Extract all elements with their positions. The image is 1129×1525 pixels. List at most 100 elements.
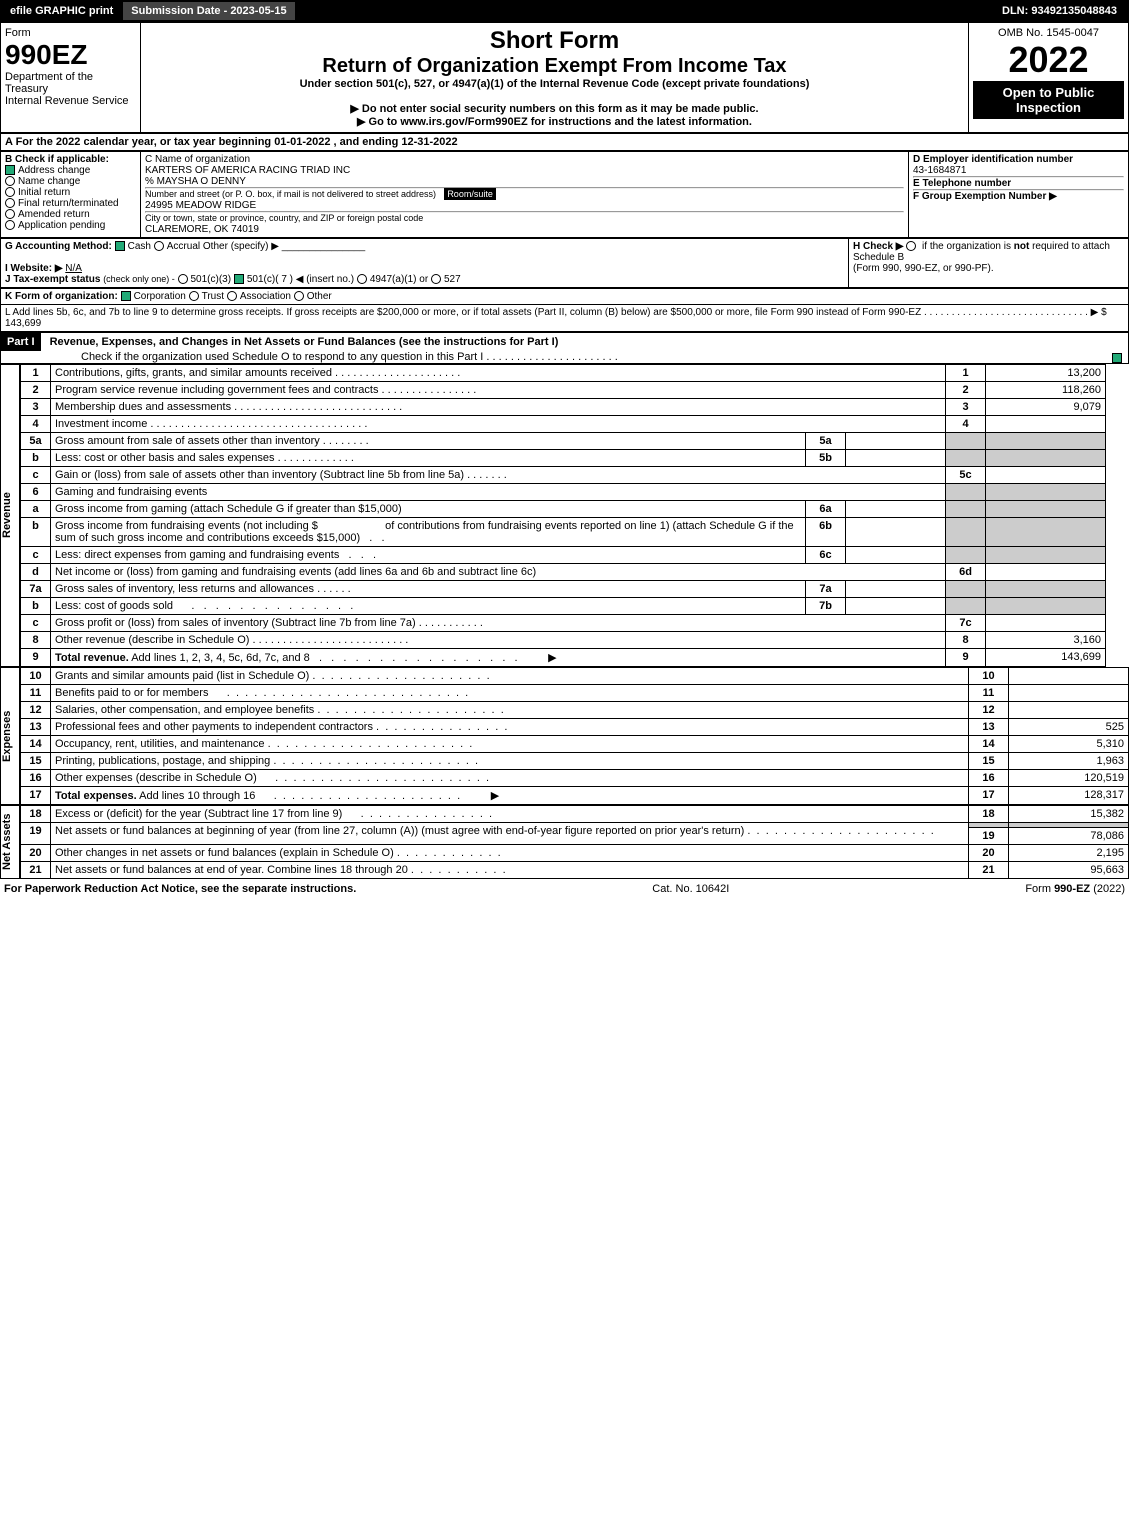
efile-label[interactable]: efile GRAPHIC print [4,3,119,19]
l7a-num: 7a [21,581,51,598]
box-c: C Name of organization KARTERS OF AMERIC… [141,152,909,238]
l13-amt: 525 [1009,719,1129,736]
form-id-cell: Form 990EZ Department of the Treasury In… [1,23,141,133]
form-number: 990EZ [5,39,88,70]
l6d-num: d [21,564,51,581]
check-final-return[interactable] [5,198,15,208]
city-label: City or town, state or province, country… [145,213,423,223]
info-grid: B Check if applicable: Address change Na… [0,151,1129,238]
part-i-label: Part I [1,333,41,351]
l8-label: Other revenue (describe in Schedule O) .… [51,632,946,649]
check-assoc[interactable] [227,291,237,301]
year-cell: OMB No. 1545-0047 2022 Open to Public In… [969,23,1129,133]
warning-2: ▶ Go to www.irs.gov/Form990EZ for instru… [145,115,964,128]
l5a-label: Gross amount from sale of assets other t… [51,433,806,450]
l4-amt [986,416,1106,433]
l5b-midval [846,450,946,467]
l9-num: 9 [21,649,51,667]
label-501c3: 501(c)(3) [191,274,232,285]
footer-form-ref: Form 990-EZ (2022) [1025,883,1125,895]
l12-ln: 12 [969,702,1009,719]
check-amended[interactable] [5,209,15,219]
box-f-label: F Group Exemption Number ▶ [913,191,1057,202]
check-schedule-o[interactable] [1112,353,1122,363]
l18-amt: 15,382 [1009,806,1129,823]
check-name-change[interactable] [5,176,15,186]
l9-label: Total revenue. Add lines 1, 2, 3, 4, 5c,… [51,649,946,667]
check-4947[interactable] [357,274,367,284]
check-sched-b[interactable] [906,241,916,251]
org-name: KARTERS OF AMERICA RACING TRIAD INC [145,165,350,176]
l1-num: 1 [21,365,51,382]
l5c-amt [986,467,1106,484]
l3-label: Membership dues and assessments . . . . … [51,399,946,416]
check-trust[interactable] [189,291,199,301]
l2-num: 2 [21,382,51,399]
label-accrual: Accrual [167,241,200,252]
street-value: 24995 MEADOW RIDGE [145,200,256,211]
l6a-mid: 6a [806,501,846,518]
box-g-label: G Accounting Method: [5,241,112,252]
label-other-method: Other (specify) ▶ [203,241,279,252]
l1-label: Contributions, gifts, grants, and simila… [51,365,946,382]
check-other[interactable] [294,291,304,301]
l18-ln: 18 [969,806,1009,823]
box-def: D Employer identification number 43-1684… [909,152,1129,238]
care-of: % MAYSHA O DENNY [145,176,246,187]
l7a-label: Gross sales of inventory, less returns a… [51,581,806,598]
l6b-num: b [21,518,51,547]
irs-link[interactable]: ▶ Go to www.irs.gov/Form990EZ for instru… [357,116,752,128]
ein-value: 43-1684871 [913,165,966,176]
label-pending: Application pending [18,220,105,231]
check-pending[interactable] [5,220,15,230]
check-accrual[interactable] [154,241,164,251]
check-address-change[interactable] [5,165,15,175]
expenses-side-label: Expenses [0,667,20,805]
check-501c[interactable] [234,274,244,284]
check-cash[interactable] [115,241,125,251]
box-j-label: J Tax-exempt status [5,274,100,285]
l5a-midval [846,433,946,450]
page-footer: For Paperwork Reduction Act Notice, see … [0,879,1129,899]
l17-label: Total expenses. Add lines 10 through 16 … [51,787,969,805]
l1-amt: 13,200 [986,365,1106,382]
l12-num: 12 [21,702,51,719]
revenue-section: Revenue 1Contributions, gifts, grants, a… [0,364,1106,667]
l6a-num: a [21,501,51,518]
label-amended: Amended return [18,209,90,220]
check-corp[interactable] [121,291,131,301]
l20-num: 20 [21,845,51,862]
l16-amt: 120,519 [1009,770,1129,787]
l15-label: Printing, publications, postage, and shi… [51,753,969,770]
l7b-label: Less: cost of goods sold . . . . . . . .… [51,598,806,615]
irs-label: Internal Revenue Service [5,95,129,107]
box-g: G Accounting Method: Cash Accrual Other … [1,239,849,288]
l20-label: Other changes in net assets or fund bala… [51,845,969,862]
l19-label: Net assets or fund balances at beginning… [51,823,969,845]
l2-ln: 2 [946,382,986,399]
subtitle: Under section 501(c), 527, or 4947(a)(1)… [145,78,964,90]
l20-ln: 20 [969,845,1009,862]
box-b-header: B Check if applicable: [5,154,109,165]
l5c-label: Gain or (loss) from sale of assets other… [51,467,946,484]
check-527[interactable] [431,274,441,284]
l7c-amt [986,615,1106,632]
l19-amt: 78,086 [1009,828,1129,845]
l9-amt: 143,699 [986,649,1106,667]
label-initial-return: Initial return [18,187,70,198]
l3-ln: 3 [946,399,986,416]
check-initial-return[interactable] [5,187,15,197]
revenue-side-label: Revenue [0,364,20,667]
netassets-section: Net Assets 18Excess or (deficit) for the… [0,805,1129,879]
l7b-num: b [21,598,51,615]
street-label: Number and street (or P. O. box, if mail… [145,189,436,199]
l6d-ln: 6d [946,564,986,581]
l17-ln: 17 [969,787,1009,805]
l21-ln: 21 [969,862,1009,879]
l6b-midval [846,518,946,547]
l5c-num: c [21,467,51,484]
tax-year: 2022 [973,39,1124,81]
check-501c3[interactable] [178,274,188,284]
city-value: CLAREMORE, OK 74019 [145,224,259,235]
l5b-label: Less: cost or other basis and sales expe… [51,450,806,467]
